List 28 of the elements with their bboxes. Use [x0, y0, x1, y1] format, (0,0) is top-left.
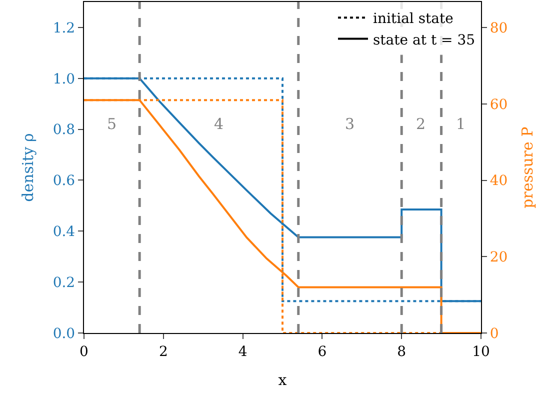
y2-tick-label: 20: [490, 250, 508, 266]
y-tick-label: 1.0: [52, 71, 76, 88]
x-tick-label: 0: [80, 344, 88, 360]
y2-axis-title: pressure P: [518, 126, 537, 208]
y2-tick-label: 0: [490, 326, 499, 342]
y-tick-label: 0.0: [52, 326, 76, 342]
x-tick-label: 2: [158, 344, 168, 360]
y-axis-title: density ρ: [19, 132, 38, 202]
y2-tick-label: 80: [490, 20, 508, 36]
x-tick-label: 4: [238, 344, 248, 360]
x-tick-label: 10: [472, 344, 490, 360]
y-tick-label: 0.4: [52, 224, 76, 240]
annotation: 2: [416, 115, 426, 133]
x-tick-label: 8: [397, 344, 406, 360]
y-tick-label: 1.2: [52, 20, 76, 36]
legend-label: state at t = 35: [373, 32, 476, 48]
x-tick-label: 6: [318, 344, 327, 360]
y2-tick-label: 60: [490, 96, 508, 113]
y-tick-label: 0.8: [52, 122, 76, 138]
annotation: 5: [107, 115, 117, 133]
y-tick-label: 0.2: [52, 274, 76, 291]
y2-tick-label: 40: [490, 173, 508, 190]
y-tick-label: 0.6: [52, 173, 76, 190]
legend-label: initial state: [373, 11, 454, 28]
annotation: 4: [214, 115, 224, 133]
annotation: 1: [456, 115, 466, 133]
x-axis-title: x: [278, 370, 288, 389]
annotation: 3: [345, 115, 355, 133]
